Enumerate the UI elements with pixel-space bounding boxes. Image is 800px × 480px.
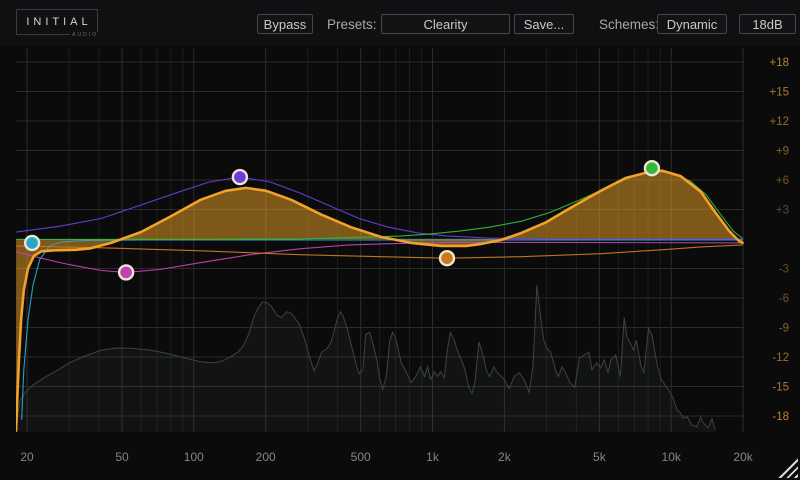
spectrum-fill [16,285,716,432]
db-tick-+18: +18 [769,57,789,69]
freq-tick-200: 200 [256,450,276,464]
db-tick-+12: +12 [769,116,789,128]
spectrum-curve [16,285,716,430]
axis-labels: 20 50 100 200 500 1k 2k 5k 10k 20k +18 +15 +12 +9 +6 +3… [20,57,789,464]
band-3-lowmid-boost-node[interactable] [231,168,249,186]
eq-bands [16,170,743,420]
preset-select[interactable]: Clearity [381,14,510,34]
eq-sum [16,170,743,431]
freq-tick-100: 100 [184,450,204,464]
band-3-lowmid-boost-curve [16,176,743,240]
db-tick--9: -9 [779,323,789,335]
freq-tick-5k: 5k [593,450,607,464]
freq-tick-10k: 10k [662,450,682,464]
band-1-highpass-node[interactable] [23,234,41,252]
db-tick--15: -15 [772,382,789,394]
db-tick-+3: +3 [776,205,789,217]
sum-fill [16,170,743,431]
brand-subtitle: AUDIO [70,32,100,38]
scheme-select[interactable]: Dynamic [657,14,727,34]
db-tick-+15: +15 [769,87,789,99]
freq-tick-1k: 1k [426,450,440,464]
band-5-high-boost-curve [16,170,743,241]
db-tick--6: -6 [779,293,789,305]
spectrum-analyzer [16,285,716,432]
band-2-lowcut-curve [16,241,743,273]
presets-label: Presets: [327,17,377,32]
db-range-button[interactable]: 18dB [739,14,796,34]
bypass-button[interactable]: Bypass [257,14,313,34]
db-tick--12: -12 [772,352,789,364]
band-2-lowcut-node[interactable] [117,264,135,281]
toolbar: INITIAL AUDIO Bypass Presets: Clearity S… [0,0,800,46]
eq-nodes [23,159,661,281]
freq-tick-20: 20 [20,450,34,464]
db-tick--18: -18 [772,411,789,423]
freq-tick-50: 50 [115,450,129,464]
band-5-high-boost-node[interactable] [643,159,661,177]
brand-logo: INITIAL AUDIO [16,9,100,38]
save-button[interactable]: Save... [514,14,574,34]
db-tick-+9: +9 [776,146,789,158]
freq-tick-2k: 2k [498,450,512,464]
band-1-highpass-curve [21,239,743,420]
db-tick--3: -3 [779,264,789,276]
db-tick-+6: +6 [776,175,789,187]
brand-title: INITIAL [26,16,92,28]
schemes-label: Schemes: [599,17,660,32]
freq-tick-500: 500 [351,450,371,464]
freq-tick-20k: 20k [733,450,753,464]
band-4-mid-cut-node[interactable] [438,250,456,267]
